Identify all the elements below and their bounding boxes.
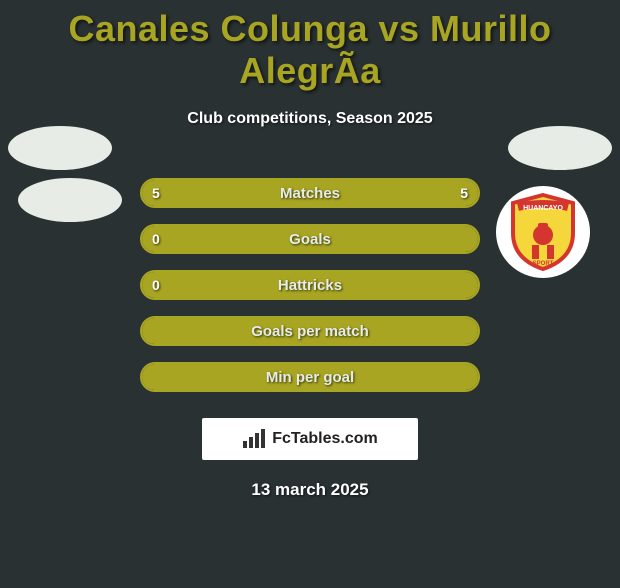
stat-fill-right	[310, 180, 478, 206]
stat-fill	[142, 318, 478, 344]
player2-avatar-placeholder	[508, 126, 612, 170]
page-title: Canales Colunga vs Murillo AlegrÃa	[0, 8, 620, 92]
bars-icon	[242, 429, 266, 449]
stat-fill	[142, 226, 478, 252]
stat-pill: 55Matches	[140, 178, 480, 208]
stat-pill: 0Hattricks	[140, 270, 480, 300]
stat-pill: 0Goals	[140, 224, 480, 254]
stat-row: 55Matches	[0, 170, 620, 216]
stat-fill	[142, 364, 478, 390]
stats-container: 55Matches 0Goals 0Hattricks Goals per match…	[0, 170, 620, 400]
watermark: FcTables.com	[202, 418, 418, 460]
player1-avatar-placeholder	[8, 126, 112, 170]
subtitle: Club competitions, Season 2025	[0, 110, 620, 128]
watermark-text: FcTables.com	[272, 430, 378, 448]
stat-fill-left	[142, 180, 310, 206]
stat-fill	[142, 272, 478, 298]
date-text: 13 march 2025	[0, 480, 620, 500]
stat-pill: Goals per match	[140, 316, 480, 346]
stat-row: Goals per match	[0, 308, 620, 354]
stat-row: Min per goal	[0, 354, 620, 400]
stat-row: 0Hattricks	[0, 262, 620, 308]
stat-pill: Min per goal	[140, 362, 480, 392]
stat-row: 0Goals	[0, 216, 620, 262]
